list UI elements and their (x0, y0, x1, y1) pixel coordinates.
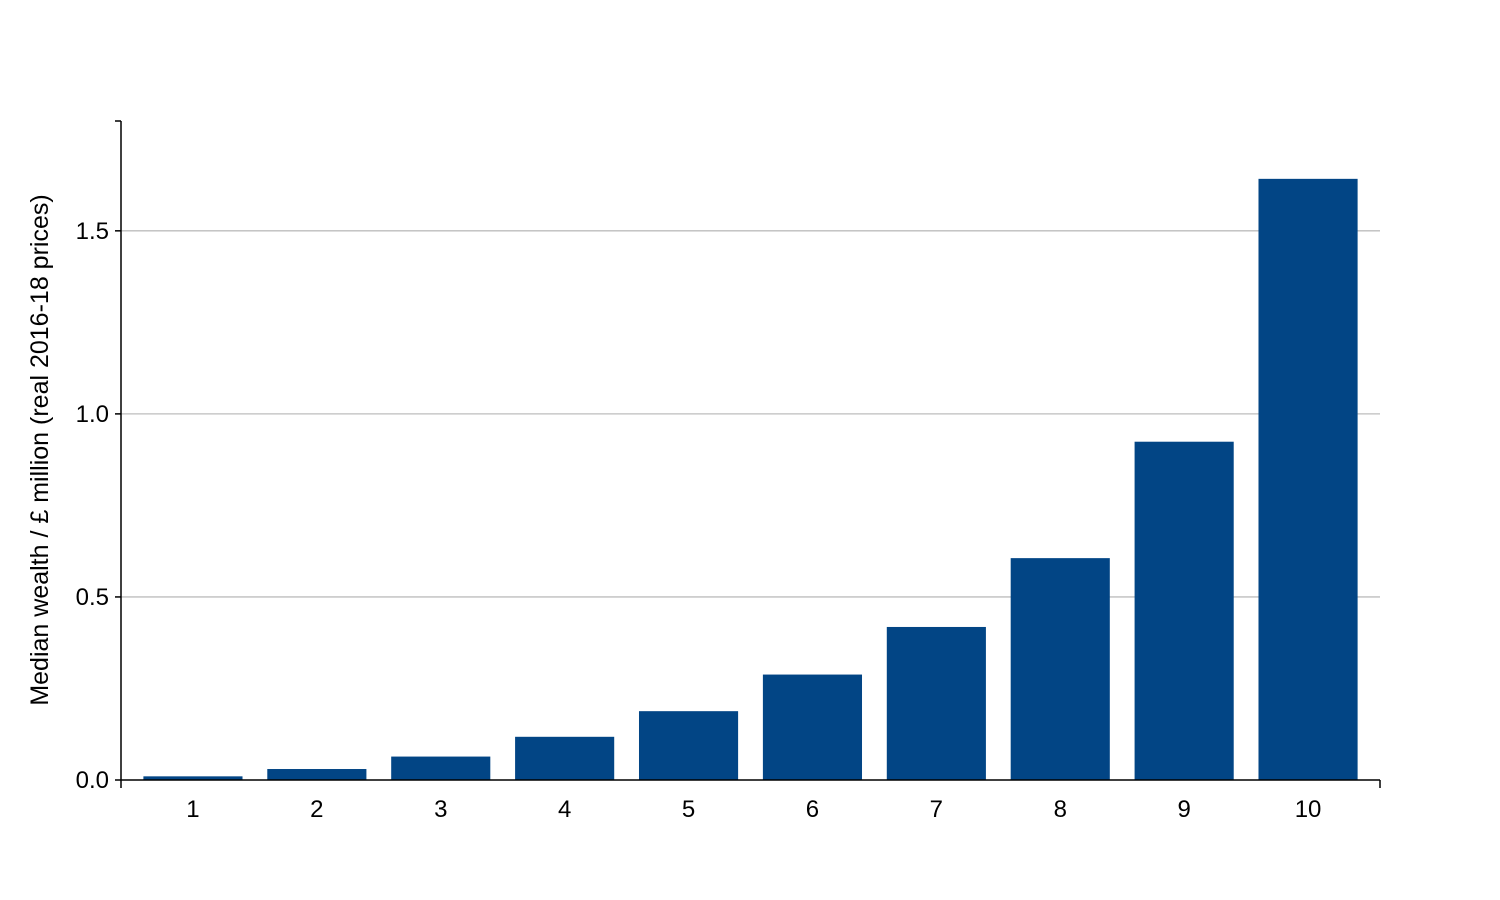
y-tick-label: 0.0 (76, 767, 109, 794)
bar-2 (267, 769, 367, 780)
y-tick-label: 1.5 (76, 218, 109, 245)
x-tick-label: 8 (1054, 796, 1067, 823)
x-tick-label: 9 (1177, 796, 1190, 823)
axes (115, 120, 1381, 788)
x-tick-label: 7 (930, 796, 943, 823)
x-tick-label: 2 (310, 796, 323, 823)
x-tick-label: 1 (186, 796, 199, 823)
y-axis-title: Median wealth / £ million (real 2016-18 … (26, 194, 54, 705)
x-tick-label: 4 (558, 796, 571, 823)
x-tick-label: 6 (806, 796, 819, 823)
x-tick-label: 3 (434, 796, 447, 823)
x-tick-label: 10 (1295, 796, 1322, 823)
bar-3 (391, 756, 491, 780)
tick-labels: 0.0 0.5 1.0 1.5 1 2 3 4 5 6 7 8 9 10 (76, 218, 1322, 823)
bar-6 (762, 674, 863, 780)
bar-1 (143, 776, 243, 780)
bars (143, 178, 1358, 780)
bar-9 (1134, 441, 1234, 780)
y-tick-label: 0.5 (76, 584, 109, 611)
bar-10 (1258, 178, 1358, 780)
x-tick-label: 5 (682, 796, 695, 823)
bar-7 (886, 626, 986, 780)
y-tick-label: 1.0 (76, 401, 109, 428)
bar-4 (515, 736, 615, 780)
bar-5 (638, 711, 739, 780)
bar-8 (1010, 558, 1110, 780)
